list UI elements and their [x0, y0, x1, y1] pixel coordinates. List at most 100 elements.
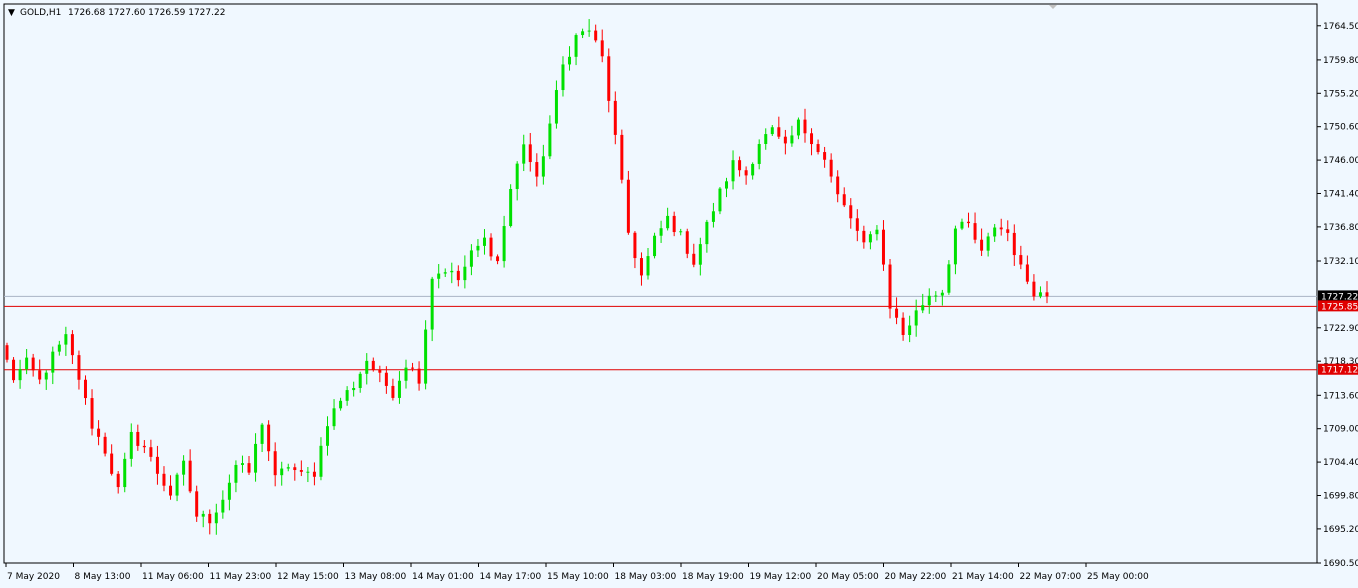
y-tick-label: 1704.40 [1323, 458, 1358, 468]
level-price-tag [1318, 363, 1358, 375]
x-tick-label: 18 May 19:00 [682, 572, 744, 582]
bull-candle-body [927, 295, 931, 306]
bear-candle-body [803, 119, 807, 134]
level-price-label: 1717.12 [1321, 366, 1358, 376]
bear-candle-body [293, 467, 297, 471]
bear-candle-body [967, 221, 971, 224]
bull-candle-body [345, 390, 349, 401]
bear-candle-body [901, 317, 905, 335]
bear-candle-body [1012, 232, 1016, 256]
bear-candle-body [97, 428, 101, 437]
bear-candle-body [685, 231, 689, 254]
bull-candle-body [430, 278, 434, 330]
bull-candle-body [463, 266, 467, 281]
symbol-menu-icon[interactable]: ▼ [8, 8, 15, 18]
bear-candle-body [895, 308, 899, 318]
bull-candle-body [908, 325, 912, 335]
bull-candle-body [1038, 292, 1042, 297]
y-tick-label: 1746.00 [1323, 156, 1358, 166]
bull-candle-body [914, 310, 918, 326]
bull-candle-body [51, 351, 55, 373]
y-tick-label: 1741.40 [1323, 189, 1358, 199]
bull-candle-body [254, 443, 258, 473]
bull-candle-body [659, 228, 663, 236]
shift-marker-icon[interactable] [1049, 5, 1057, 9]
bear-candle-body [855, 218, 859, 231]
bull-candle-body [541, 156, 545, 177]
bear-candle-body [849, 205, 853, 219]
bear-candle-body [816, 144, 820, 153]
bear-candle-body [371, 360, 375, 370]
y-tick-label: 1718.30 [1323, 357, 1358, 367]
bull-candle-body [57, 344, 61, 352]
bull-candle-body [482, 237, 486, 246]
bull-candle-body [280, 468, 284, 476]
bear-candle-body [77, 355, 81, 380]
bull-candle-body [260, 424, 264, 444]
y-tick-label: 1755.20 [1323, 89, 1358, 99]
bull-candle-body [326, 426, 330, 446]
bull-candle-body [234, 464, 238, 483]
y-tick-label: 1736.80 [1323, 223, 1358, 233]
x-tick-label: 20 May 22:00 [885, 572, 947, 582]
bear-candle-body [535, 162, 539, 177]
bull-candle-body [770, 127, 774, 135]
bear-candle-body [31, 357, 35, 371]
bear-candle-body [1032, 281, 1036, 297]
bull-candle-body [522, 144, 526, 164]
bear-candle-body [312, 471, 316, 477]
y-tick-label: 1690.50 [1323, 559, 1358, 569]
bear-candle-body [411, 367, 415, 369]
bull-candle-body [175, 474, 179, 496]
y-tick-label: 1764.50 [1323, 22, 1358, 32]
x-tick-label: 12 May 15:00 [277, 572, 339, 582]
bull-candle-body [921, 305, 925, 311]
bear-candle-body [783, 136, 787, 144]
bear-candle-body [881, 229, 885, 265]
bear-candle-body [162, 473, 166, 486]
bull-candle-body [698, 244, 702, 265]
bull-candle-body [221, 499, 225, 513]
x-tick-label: 21 May 14:00 [952, 572, 1014, 582]
bull-candle-body [227, 482, 231, 500]
bear-candle-body [110, 453, 114, 474]
x-tick-label: 14 May 17:00 [480, 572, 542, 582]
x-tick-label: 15 May 10:00 [547, 572, 609, 582]
bull-candle-body [947, 264, 951, 293]
bull-candle-body [724, 181, 728, 189]
bear-candle-body [999, 227, 1003, 230]
bear-candle-body [600, 40, 604, 57]
bull-candle-body [718, 188, 722, 212]
x-tick-label: 14 May 01:00 [412, 572, 474, 582]
bull-candle-body [332, 408, 336, 427]
x-tick-label: 20 May 05:00 [817, 572, 879, 582]
bear-candle-body [633, 232, 637, 259]
bear-candle-body [862, 230, 866, 243]
bull-candle-body [868, 234, 872, 243]
bear-candle-body [195, 491, 199, 517]
plot-frame [3, 3, 1318, 564]
bear-candle-body [823, 152, 827, 160]
bear-candle-body [142, 445, 146, 448]
bear-candle-body [378, 369, 382, 373]
bear-candle-body [70, 334, 74, 356]
bull-candle-body [646, 256, 650, 276]
bull-candle-body [64, 334, 68, 345]
bull-candle-body [711, 211, 715, 222]
bull-candle-body [286, 467, 290, 469]
bull-candle-body [568, 56, 572, 65]
bear-candle-body [888, 264, 892, 309]
bear-candle-body [247, 463, 251, 473]
bull-candle-body [424, 329, 428, 384]
bull-candle-body [731, 160, 735, 182]
x-tick-label: 7 May 2020 [7, 572, 60, 582]
current-price-label: 1727.22 [1321, 292, 1358, 302]
bull-candle-body [574, 35, 578, 57]
bull-candle-body [587, 30, 591, 32]
y-tick-label: 1722.90 [1323, 324, 1358, 334]
x-tick-label: 25 May 00:00 [1087, 572, 1149, 582]
bull-candle-body [960, 221, 964, 229]
bull-candle-body [443, 272, 447, 274]
bear-candle-body [777, 127, 781, 137]
